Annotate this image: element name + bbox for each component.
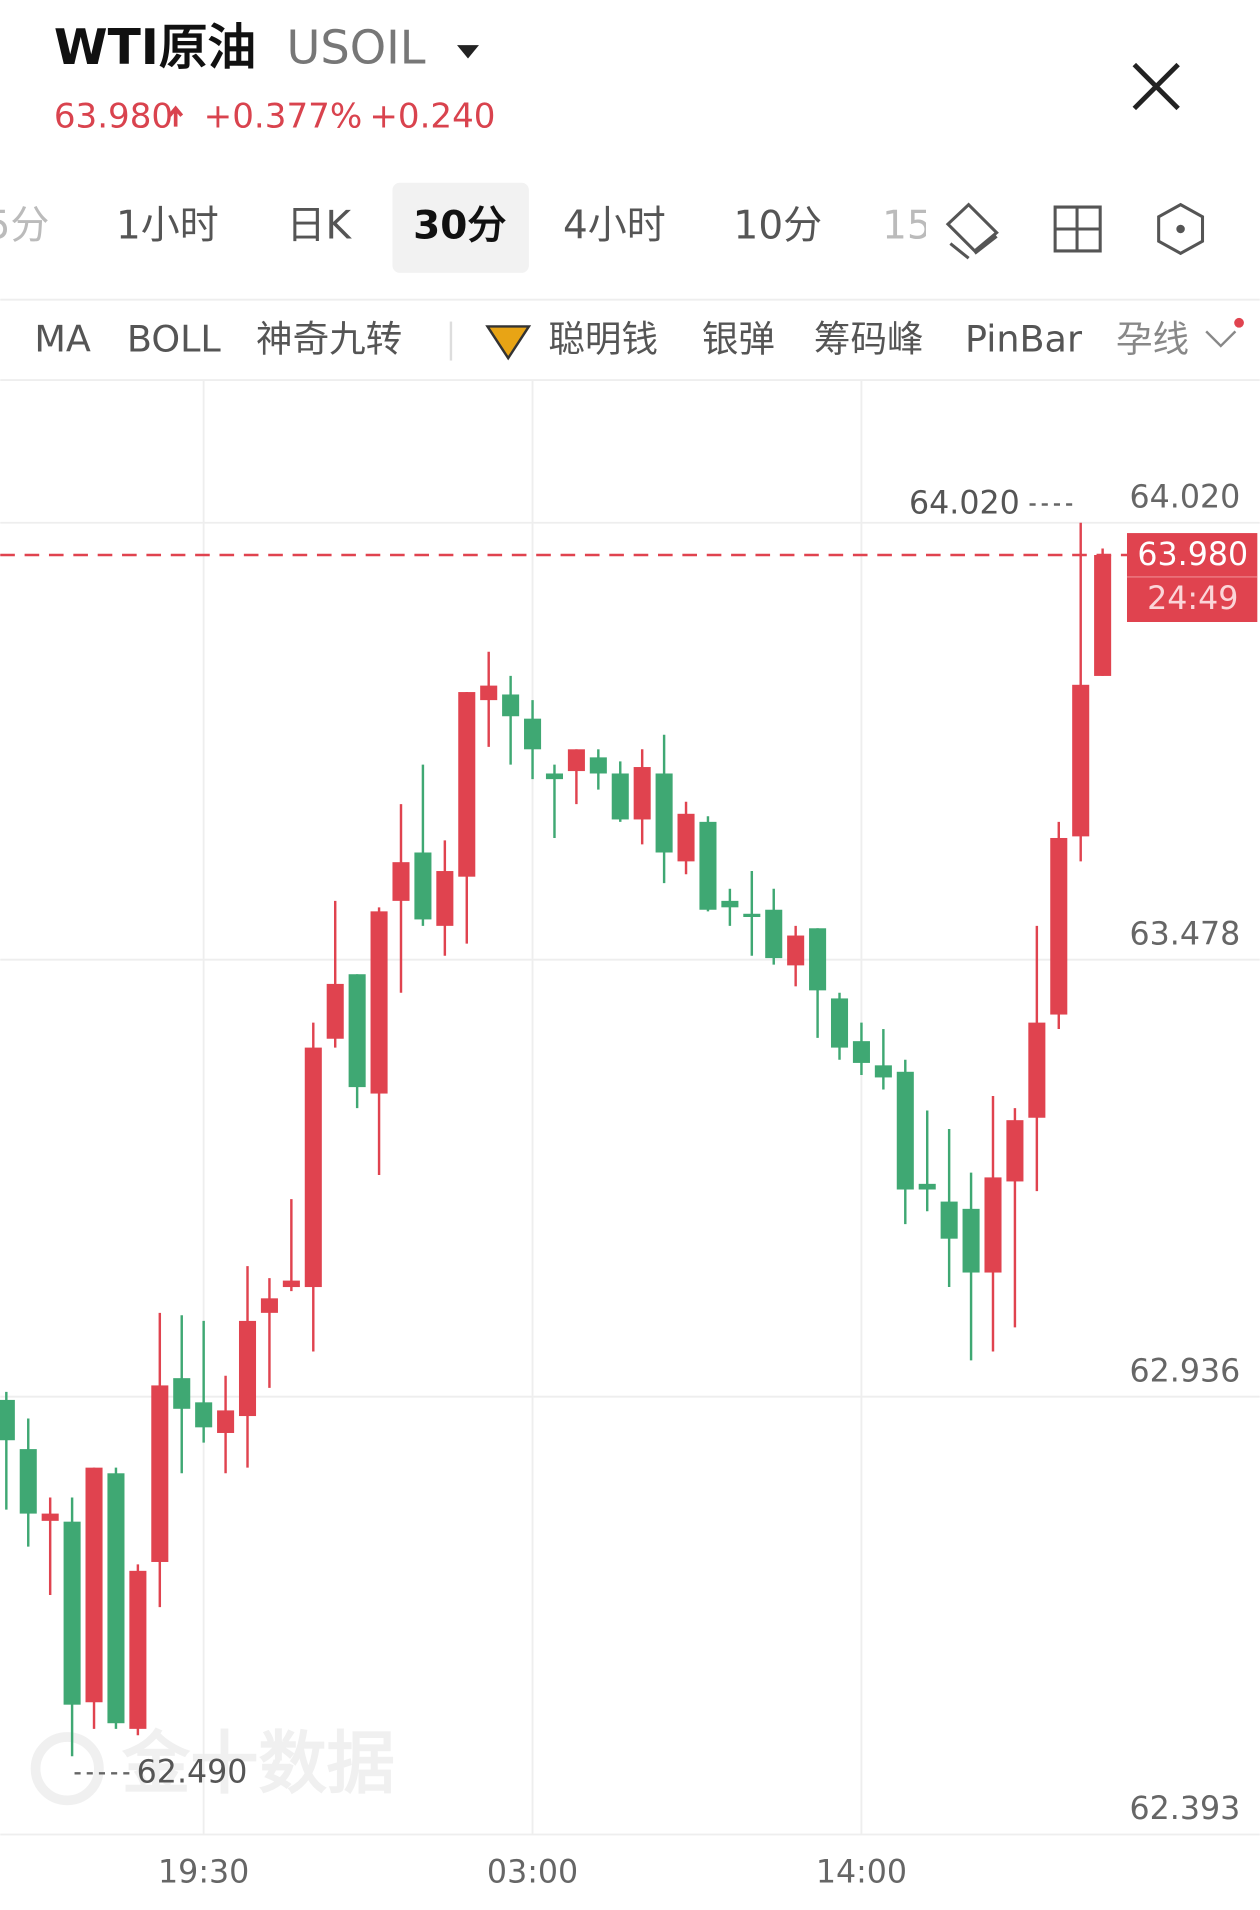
candle-body [765,909,783,959]
candle-body [326,983,344,1039]
candle-body [743,913,761,917]
indicator[interactable]: MA [34,318,91,361]
settings-icon[interactable] [1157,202,1205,256]
high-label: 64.020 [909,485,1020,521]
x-tick-label: 14:00 [816,1854,907,1890]
candle-body [940,1201,958,1239]
candle-body [370,911,388,1094]
candle-body [19,1449,37,1514]
change-pct: +0.377% [204,97,363,137]
layout-icon[interactable] [1053,205,1102,253]
candle-body [524,718,542,750]
tab-active[interactable]: 30分 [413,203,506,248]
candle-body [589,757,607,774]
candle-body [567,749,585,772]
indicator[interactable]: 聪明钱 [548,318,658,361]
x-tick-label: 03:00 [487,1854,578,1890]
candle-body [545,773,564,780]
tab[interactable]: 10分 [734,203,823,248]
candle-body [787,935,805,966]
candle-body [217,1410,235,1433]
candle-body [129,1570,147,1729]
candle-body [85,1467,103,1703]
candle-body [41,1513,59,1521]
tab[interactable]: 5分 [0,203,49,248]
candle-body [721,900,739,908]
candle-body [63,1521,81,1705]
watermark: 金十数据 [121,1725,395,1804]
candle-body [655,773,673,853]
settings-dot [1176,224,1185,234]
tab[interactable]: 1小时 [116,203,219,248]
candle-body [151,1385,169,1562]
tab[interactable]: 4小时 [563,203,666,248]
indicator[interactable]: 神奇九转 [256,318,402,361]
candle-body [918,1183,936,1190]
candle-body [195,1402,213,1428]
candle-body [611,773,629,820]
candle-body [238,1320,257,1417]
candle-body [699,821,717,910]
candle-body [173,1378,191,1409]
candle-body [984,1177,1002,1273]
candle-body [1006,1120,1024,1182]
last-price-label: 63.980 [1137,537,1248,573]
candle-body [282,1280,300,1288]
y-tick-label: 64.020 [1129,479,1240,515]
indicator[interactable]: 孕线 [1116,318,1189,361]
candle-body [677,813,695,862]
chart: 64.020 63.478 62.936 62.393 19:30 03:00 14:00 6… [0,380,1260,1890]
close-button[interactable] [1132,62,1180,111]
candle-body [809,928,827,991]
indicator[interactable]: 筹码峰 [814,318,924,361]
candle-body [874,1065,892,1078]
symbol-code[interactable]: USOIL [286,21,425,75]
price: 63.980 [54,97,173,137]
candle-body [348,974,366,1088]
candle-body [502,694,520,717]
indicator[interactable]: BOLL [127,318,222,361]
candle-body [830,998,849,1048]
candle-body [962,1208,980,1273]
change: +0.240 [369,97,495,137]
indicator[interactable]: PinBar [965,318,1083,361]
candle-body [107,1473,125,1724]
expand-icon[interactable] [1205,330,1237,348]
indicator[interactable]: 银弹 [702,318,775,361]
y-tick-label: 63.478 [1129,916,1240,952]
candle-body [852,1041,870,1063]
tab[interactable]: 15分 [882,203,971,248]
up-arrow [168,105,184,127]
candle-body [1094,555,1112,676]
candle-body [304,1047,322,1288]
candle-body [1050,837,1068,1015]
candle-body [896,1071,914,1190]
diamond-icon [485,325,532,361]
y-tick-label: 62.936 [1129,1353,1240,1389]
candle-body [436,871,454,926]
candle-body [1072,684,1090,837]
symbol-name: WTI原油 [54,20,257,76]
x-tick-label: 19:30 [158,1854,249,1890]
candle-body [633,767,651,820]
low-label: 62.490 [137,1754,248,1790]
y-tick-label: 62.393 [1129,1791,1240,1827]
last-price-box [1126,533,1258,622]
watermark-logo [30,1732,104,1806]
candle-body [260,1298,278,1313]
candle-body [392,862,410,901]
candle-body [458,692,476,877]
tab[interactable]: 日K [286,203,352,248]
tab-selected-bg [392,182,529,273]
badge [1234,317,1244,328]
draw-icon[interactable] [945,202,999,260]
candle-body [480,685,498,701]
candle-body [1028,1022,1046,1118]
countdown: 24:49 [1147,581,1238,617]
candle-body [0,1399,15,1441]
candle-body [414,852,432,920]
dropdown-arrow[interactable] [457,45,479,59]
